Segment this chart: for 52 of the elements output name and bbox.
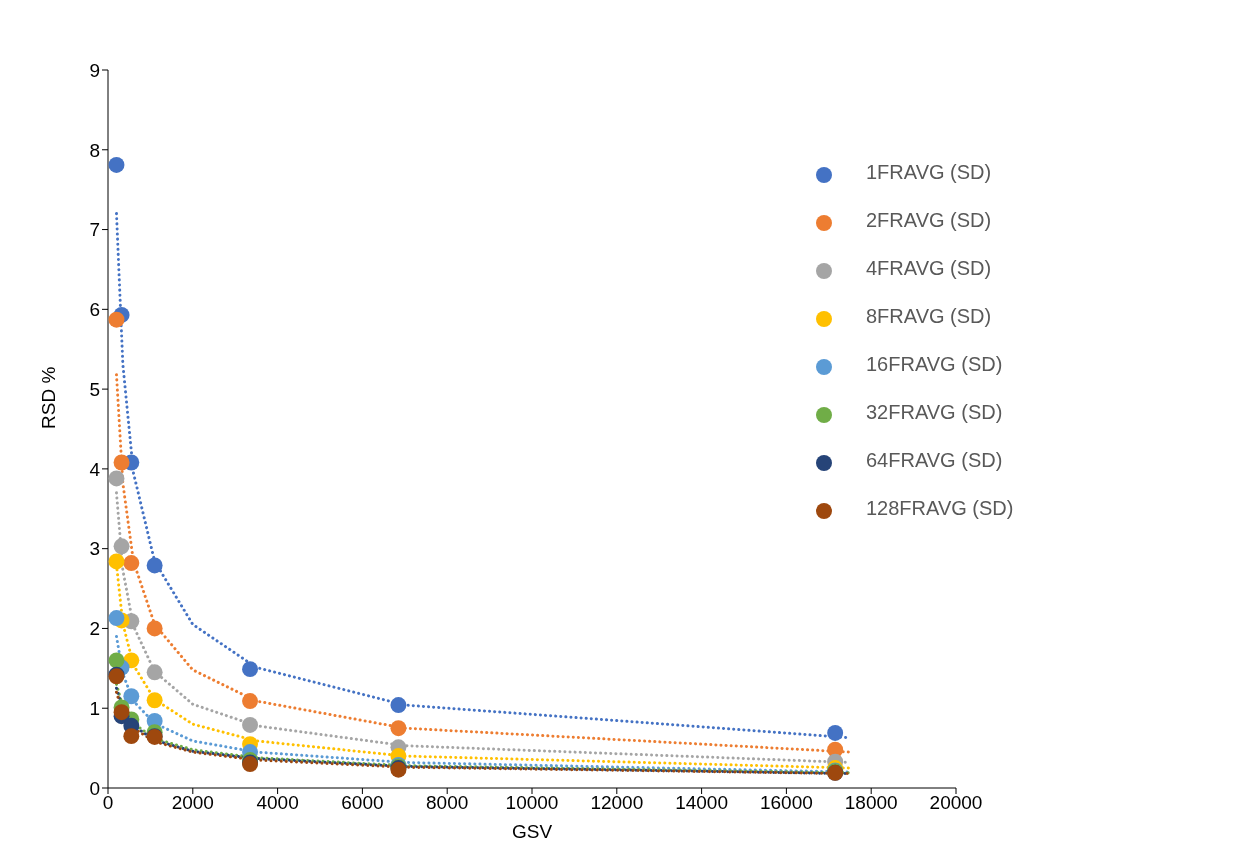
point: [108, 610, 125, 627]
point: [123, 728, 140, 745]
x-tick-label: 6000: [341, 792, 384, 814]
legend-label: 64FRAVG (SD): [866, 449, 1003, 471]
y-tick-label: 1: [89, 697, 100, 719]
y-tick-label: 0: [89, 777, 100, 799]
point: [146, 557, 163, 574]
x-tick-label: 12000: [590, 792, 644, 814]
point: [242, 693, 259, 710]
point: [113, 454, 130, 471]
point: [123, 555, 140, 571]
legend-label: 1FRAVG (SD): [866, 161, 992, 183]
legend-label: 8FRAVG (SD): [866, 305, 992, 327]
point: [113, 538, 130, 555]
legend-label: 128FRAVG (SD): [866, 497, 1014, 519]
point: [242, 717, 259, 733]
legend-label: 4FRAVG (SD): [866, 257, 992, 279]
legend-label: 32FRAVG (SD): [866, 401, 1003, 423]
point: [108, 156, 125, 173]
y-axis-title: RSD %: [37, 366, 59, 429]
x-tick-label: 2000: [171, 792, 214, 814]
point: [146, 620, 163, 637]
x-tick-label: 16000: [759, 792, 813, 814]
point: [827, 724, 844, 741]
y-tick-label: 3: [89, 538, 100, 560]
point: [146, 664, 163, 681]
point: [113, 704, 130, 721]
x-tick-label: 20000: [929, 792, 983, 814]
point: [146, 692, 163, 709]
x-tick-label: 8000: [426, 792, 469, 814]
y-tick-label: 5: [89, 378, 100, 400]
point: [390, 720, 407, 737]
y-tick-label: 7: [89, 219, 100, 241]
y-tick-label: 6: [89, 299, 100, 321]
y-tick-label: 8: [89, 139, 100, 161]
point: [108, 311, 125, 328]
legend-label: 2FRAVG (SD): [866, 209, 992, 231]
x-tick-label: 10000: [505, 792, 559, 814]
point: [123, 688, 140, 705]
point: [108, 470, 125, 487]
x-tick-label: 18000: [844, 792, 898, 814]
y-tick-label: 9: [89, 59, 100, 81]
y-tick-label: 4: [89, 458, 101, 480]
point: [108, 553, 125, 570]
point: [108, 652, 125, 669]
point: [390, 697, 407, 713]
x-tick-label: 14000: [675, 792, 729, 814]
point: [242, 661, 259, 678]
y-tick-label: 2: [89, 618, 100, 640]
legend-label: 16FRAVG (SD): [866, 353, 1003, 375]
x-tick-label: 4000: [256, 792, 299, 814]
x-axis-title: GSV: [511, 821, 553, 842]
